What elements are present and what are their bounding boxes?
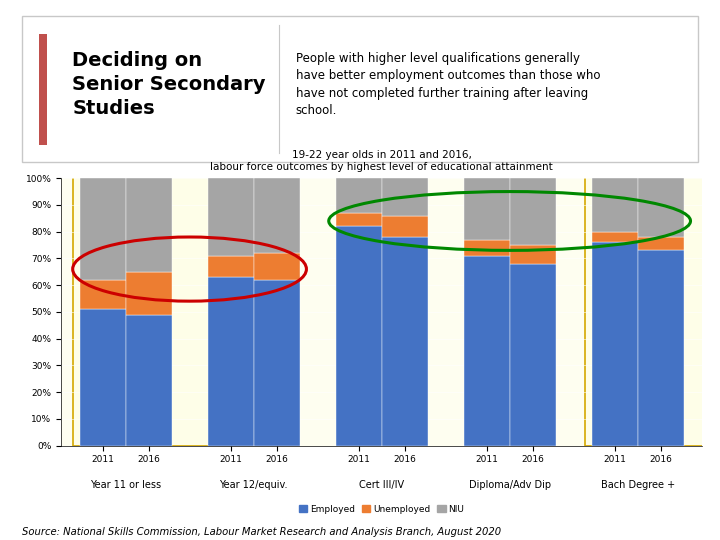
Text: Year 11 or less: Year 11 or less <box>90 480 161 490</box>
Bar <box>382 178 428 215</box>
Text: Deciding on
Senior Secondary
Studies: Deciding on Senior Secondary Studies <box>72 51 266 118</box>
Bar <box>253 178 300 253</box>
Bar <box>585 176 720 445</box>
Bar <box>125 314 171 446</box>
Text: Source: National Skills Commission, Labour Market Research and Analysis Branch, : Source: National Skills Commission, Labo… <box>22 527 500 537</box>
Bar <box>464 178 510 240</box>
Text: Bach Degree +: Bach Degree + <box>600 480 675 490</box>
Bar <box>336 226 382 446</box>
Bar <box>253 253 300 280</box>
Bar <box>125 272 171 314</box>
Bar <box>336 213 382 226</box>
Bar <box>510 264 556 446</box>
Text: Cert III/IV: Cert III/IV <box>359 480 404 490</box>
Bar <box>592 178 638 232</box>
Bar <box>592 242 638 446</box>
Bar <box>638 237 683 251</box>
Bar <box>510 178 556 245</box>
Bar <box>207 256 253 277</box>
Text: Year 12/equiv.: Year 12/equiv. <box>220 480 288 490</box>
Bar <box>80 178 125 280</box>
Bar <box>382 215 428 237</box>
Bar <box>464 240 510 256</box>
Bar <box>207 178 253 256</box>
Bar <box>638 178 683 237</box>
Bar <box>638 251 683 446</box>
Bar <box>73 176 225 445</box>
Bar <box>80 309 125 446</box>
Title: 19-22 year olds in 2011 and 2016,
labour force outcomes by highest level of educ: 19-22 year olds in 2011 and 2016, labour… <box>210 150 553 172</box>
Bar <box>253 280 300 446</box>
Bar <box>207 277 253 445</box>
Text: Diploma/Adv Dip: Diploma/Adv Dip <box>469 480 551 490</box>
Legend: Employed, Unemployed, NIU: Employed, Unemployed, NIU <box>295 501 468 517</box>
FancyBboxPatch shape <box>22 16 698 162</box>
Bar <box>592 232 638 242</box>
Bar <box>125 178 171 272</box>
Bar <box>510 245 556 264</box>
Text: People with higher level qualifications generally
have better employment outcome: People with higher level qualifications … <box>296 52 600 118</box>
Bar <box>382 237 428 446</box>
Bar <box>336 178 382 213</box>
Bar <box>80 280 125 309</box>
Bar <box>39 33 48 145</box>
Bar <box>464 256 510 446</box>
